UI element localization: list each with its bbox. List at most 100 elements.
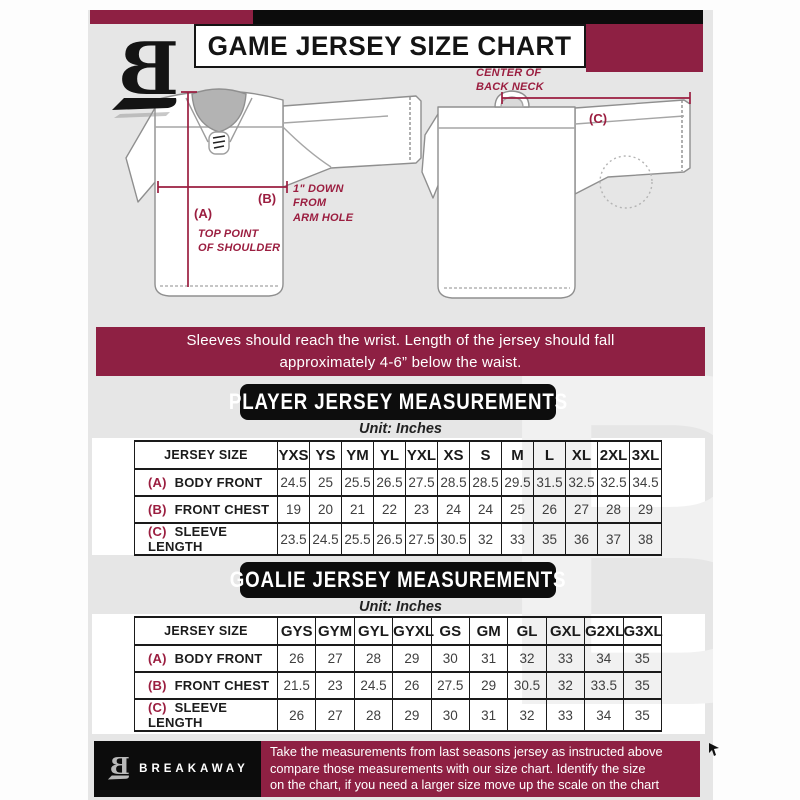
table-cell: 27 <box>315 644 355 673</box>
size-column-header: YXL <box>405 440 438 470</box>
table-cell: 30.5 <box>507 671 547 700</box>
size-column-header: GYXL <box>392 616 434 646</box>
size-column-header: GL <box>507 616 547 646</box>
table-cell: 31.5 <box>533 468 566 497</box>
table-cell: 29 <box>392 644 432 673</box>
size-column-header: GYS <box>276 616 317 646</box>
table-cell: 28.5 <box>437 468 470 497</box>
footer-line-2: compare those measurements with our size… <box>270 760 646 776</box>
mouse-cursor-icon <box>709 743 719 756</box>
size-column-header: XS <box>437 440 470 470</box>
table-cell: 33 <box>545 644 586 673</box>
size-column-header: 2XL <box>597 440 630 470</box>
table-cell: 27 <box>315 698 355 732</box>
breakaway-b-logo-icon: B <box>112 26 179 118</box>
table-cell: 34.5 <box>629 468 662 497</box>
table-cell: 27.5 <box>405 522 438 556</box>
notice-line-1: Sleeves should reach the wrist. Length o… <box>186 331 615 349</box>
player-unit-label: Unit: Inches <box>359 421 442 437</box>
table-cell: 34 <box>584 644 624 673</box>
size-column-header: GM <box>468 616 509 646</box>
label-b-key: (B) <box>258 191 277 206</box>
row-label: (C) SLEEVE LENGTH <box>134 698 278 732</box>
table-cell: 30 <box>430 698 470 732</box>
row-label: (C) SLEEVE LENGTH <box>134 522 278 556</box>
table-cell: 32 <box>469 522 502 556</box>
table-cell: 24.5 <box>353 671 394 700</box>
size-column-header: YM <box>341 440 374 470</box>
footer-brand-box: B BREAKAWAY <box>94 741 261 797</box>
goalie-measurements-banner: GOALIE JERSEY MEASUREMENTS <box>230 562 565 598</box>
row-key: (B) <box>148 678 167 693</box>
player-size-table: JERSEY SIZE YXS YS YM YL YXL XS S M L XL 2XL 3XL (A) B… <box>134 440 662 556</box>
table-cell: 19 <box>277 495 310 524</box>
size-column-header: GS <box>430 616 470 646</box>
table-cell: 24.5 <box>277 468 310 497</box>
table-cell: 20 <box>309 495 342 524</box>
svg-text:B: B <box>110 752 130 780</box>
footer-instructions: Take the measurements from last seasons … <box>261 741 700 797</box>
table-cell: 33.5 <box>584 671 624 700</box>
jersey-size-header: JERSEY SIZE <box>134 440 278 470</box>
footer-line-3: on the chart, if you need a larger size … <box>270 777 660 793</box>
label-a-text: TOP POINT OF SHOULDER <box>198 228 281 255</box>
chart-canvas: B GAME JERSEY SIZE CHART B <box>88 10 713 800</box>
table-cell: 33 <box>501 522 534 556</box>
table-cell: 29 <box>629 495 662 524</box>
svg-text:B: B <box>118 26 179 111</box>
size-column-header: M <box>501 440 534 470</box>
table-cell: 26 <box>392 671 432 700</box>
table-cell: 27 <box>565 495 598 524</box>
top-bar-maroon <box>90 10 253 24</box>
table-cell: 25 <box>501 495 534 524</box>
label-c-key: (C) <box>589 111 608 126</box>
table-cell: 32.5 <box>597 468 630 497</box>
title-maroon-block <box>586 24 703 72</box>
back-jersey-diagram <box>421 90 691 299</box>
size-column-header: G2XL <box>584 616 624 646</box>
table-row: (A) BODY FRONT 24.5 25 25.5 26.5 27.5 28.5 28.5 2… <box>134 468 662 497</box>
size-column-header: YL <box>373 440 406 470</box>
size-column-header: GXL <box>545 616 586 646</box>
table-cell: 26 <box>276 644 317 673</box>
breakaway-footer-logo-icon: B <box>108 752 130 780</box>
page-title: GAME JERSEY SIZE CHART <box>208 30 572 61</box>
size-column-header: GYL <box>353 616 394 646</box>
player-measurements-banner: PLAYER JERSEY MEASUREMENTS <box>228 384 567 420</box>
label-c-text: CENTER OF BACK NECK <box>476 67 544 94</box>
table-cell: 31 <box>468 644 509 673</box>
table-cell: 32 <box>545 671 586 700</box>
table-cell: 38 <box>629 522 662 556</box>
table-cell: 34 <box>584 698 624 732</box>
measurement-lines <box>157 91 691 287</box>
table-cell: 24.5 <box>309 522 342 556</box>
front-jersey-diagram <box>125 88 422 297</box>
table-cell: 28 <box>353 698 394 732</box>
table-cell: 35 <box>622 698 663 732</box>
table-cell: 27.5 <box>430 671 470 700</box>
notice-line-2: approximately 4-6” below the waist. <box>279 353 522 371</box>
footer-line-1: Take the measurements from last seasons … <box>270 744 663 760</box>
table-cell: 23.5 <box>277 522 310 556</box>
size-column-header: 3XL <box>629 440 662 470</box>
table-cell: 32 <box>507 644 547 673</box>
row-label: (B) FRONT CHEST <box>134 671 278 700</box>
goalie-banner-title: GOALIE JERSEY MEASUREMENTS <box>229 567 567 592</box>
table-cell: 26 <box>276 698 317 732</box>
size-column-header: S <box>469 440 502 470</box>
size-column-header: YXS <box>277 440 310 470</box>
table-cell: 35 <box>622 644 663 673</box>
size-column-header: GYM <box>315 616 355 646</box>
table-cell: 26 <box>533 495 566 524</box>
size-column-header: G3XL <box>622 616 663 646</box>
table-cell: 37 <box>597 522 630 556</box>
row-key: (A) <box>148 475 167 490</box>
table-cell: 26.5 <box>373 468 406 497</box>
sizing-notice-banner: Sleeves should reach the wrist. Length o… <box>96 327 705 376</box>
table-cell: 32.5 <box>565 468 598 497</box>
table-cell: 33 <box>545 698 586 732</box>
jersey-diagrams <box>125 88 691 299</box>
table-cell: 29 <box>392 698 432 732</box>
table-cell: 21.5 <box>276 671 317 700</box>
